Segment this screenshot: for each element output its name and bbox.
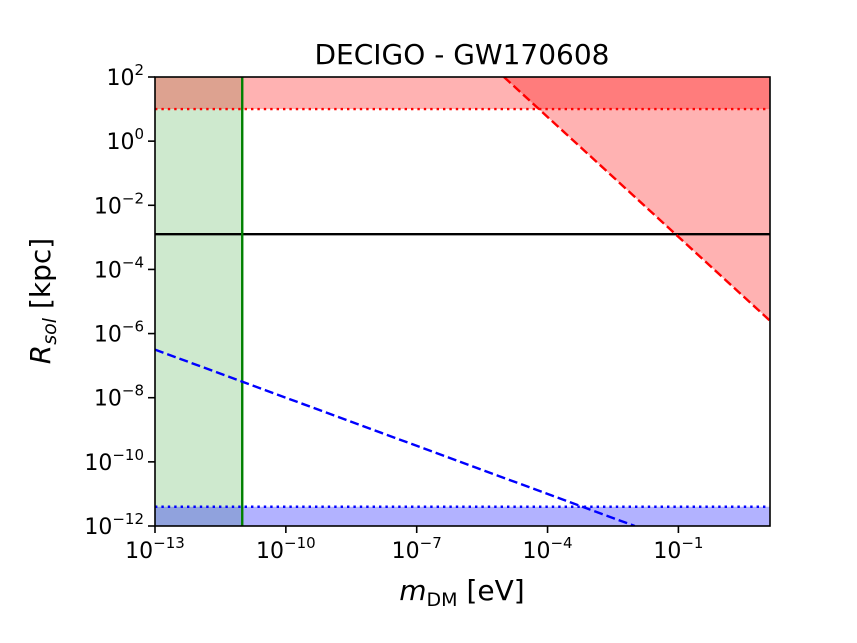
x-axis-label-unit: [eV] (458, 574, 525, 607)
axis-ticks: 10−13 10−10 10−7 10−4 10−110210010−210−410−6… (84, 61, 703, 564)
y-axis-label-main: R (24, 345, 57, 364)
y-tick-label: 10−12 (84, 510, 144, 540)
x-tick-base: 10 (125, 539, 153, 564)
y-tick-base: 10 (94, 258, 122, 283)
x-tick-base: 10 (392, 539, 420, 564)
red-dotted-fill-region (155, 77, 770, 110)
y-tick-label: 10−10 (84, 446, 144, 476)
x-tick-exponent: −7 (420, 534, 442, 552)
green-fill-region (155, 77, 243, 526)
y-tick-exponent: −2 (122, 189, 144, 207)
y-tick-base: 10 (94, 194, 122, 219)
y-tick-label: 10−2 (94, 189, 144, 219)
x-tick-exponent: −13 (153, 534, 185, 552)
y-tick-base: 10 (106, 66, 134, 91)
y-tick-label: 102 (106, 61, 144, 91)
x-tick-exponent: −10 (284, 534, 316, 552)
red-dashed-fill-region (503, 77, 770, 321)
y-tick-label: 10−8 (94, 382, 144, 412)
x-tick-label: 10−13 (125, 534, 185, 564)
y-tick-label: 10−4 (94, 253, 144, 283)
y-tick-base: 10 (106, 130, 134, 155)
x-tick-base: 10 (653, 539, 681, 564)
y-tick-base: 10 (84, 451, 112, 476)
chart-title: DECIGO - GW170608 (315, 38, 610, 71)
y-tick-exponent: 0 (134, 125, 144, 143)
shaded-regions (155, 77, 770, 526)
y-tick-exponent: −8 (122, 382, 144, 400)
blue-dotted-fill-region (155, 506, 770, 526)
x-axis-label-main: m (399, 574, 426, 607)
y-tick-exponent: −10 (112, 446, 144, 464)
x-tick-exponent: −4 (550, 534, 572, 552)
y-tick-exponent: 2 (134, 61, 144, 79)
y-tick-label: 10−6 (94, 318, 144, 348)
y-tick-exponent: −4 (122, 253, 144, 271)
x-tick-base: 10 (256, 539, 284, 564)
y-tick-base: 10 (84, 515, 112, 540)
red-dashed-line (503, 77, 770, 322)
y-axis-label-sub: sol (39, 317, 61, 345)
x-axis-label: mDM [eV] (399, 574, 524, 611)
series-lines (155, 77, 770, 526)
x-tick-base: 10 (522, 539, 550, 564)
y-tick-base: 10 (94, 387, 122, 412)
x-tick-label: 10−4 (522, 534, 572, 564)
y-tick-exponent: −12 (112, 510, 144, 528)
y-axis-label-unit: [kpc] (24, 238, 57, 318)
x-tick-label: 10−7 (392, 534, 442, 564)
x-axis-label-sub: DM (427, 589, 458, 611)
x-tick-label: 10−10 (256, 534, 316, 564)
y-tick-base: 10 (94, 323, 122, 348)
y-axis-label: Rsol [kpc] (24, 238, 61, 364)
x-tick-label: 10−1 (653, 534, 703, 564)
y-tick-label: 100 (106, 125, 144, 155)
blue-dashed-line (155, 348, 636, 526)
x-tick-exponent: −1 (681, 534, 703, 552)
y-tick-exponent: −6 (122, 318, 144, 336)
plot-frame (154, 76, 771, 527)
